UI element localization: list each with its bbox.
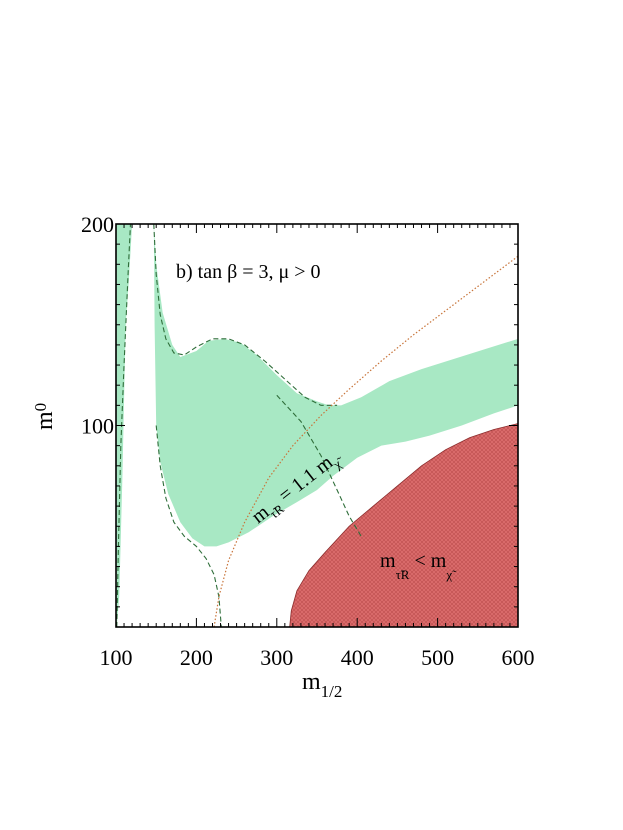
lines-layer xyxy=(116,224,518,627)
dashed-boundary-inner xyxy=(155,425,222,627)
dashed-boundary-lower-right xyxy=(276,394,362,537)
dotted-stau-contour xyxy=(213,255,518,627)
y-tick-label: 200 xyxy=(81,212,114,237)
dashed-boundary-pole xyxy=(153,224,338,406)
regions-layer xyxy=(116,224,518,627)
svg-text:m0: m0 xyxy=(31,403,58,430)
y-tick-label: 100 xyxy=(81,414,114,439)
excluded-region-label: mτ̃R < mχ̃ xyxy=(380,550,457,582)
x-tick-label: 600 xyxy=(502,645,535,670)
x-tick-label: 500 xyxy=(421,645,454,670)
svg-text:mτ̃R < mχ̃: mτ̃R < mχ̃ xyxy=(380,550,457,582)
svg-text:m1/2: m1/2 xyxy=(302,669,342,701)
excl-label-sub: τ̃R xyxy=(396,567,410,582)
x-tick-label: 300 xyxy=(260,645,293,670)
excl-label-sub2: χ̃ xyxy=(445,567,457,582)
panel-label: b) tan β = 3, μ > 0 xyxy=(176,261,321,283)
xlabel-sub: 1/2 xyxy=(321,682,343,701)
ticks-layer xyxy=(115,223,519,628)
excl-label-rest: < m xyxy=(409,550,446,572)
xlabel-main: m xyxy=(302,669,321,695)
ticklabels-layer: 100 200 300 400 500 600 100 200 xyxy=(81,212,535,670)
x-axis-title: m1/2 xyxy=(302,669,342,701)
green-band-right-of-pole xyxy=(153,224,518,547)
ylabel-sub: 0 xyxy=(31,403,50,412)
ylabel-main: m xyxy=(32,411,58,430)
excl-label-m: m xyxy=(380,550,396,572)
x-tick-label: 400 xyxy=(341,645,374,670)
x-tick-label: 200 xyxy=(180,645,213,670)
dashed-boundary-left xyxy=(116,224,132,627)
x-tick-label: 100 xyxy=(100,645,133,670)
y-axis-title: m0 xyxy=(31,403,58,430)
green-band-main xyxy=(116,224,133,627)
